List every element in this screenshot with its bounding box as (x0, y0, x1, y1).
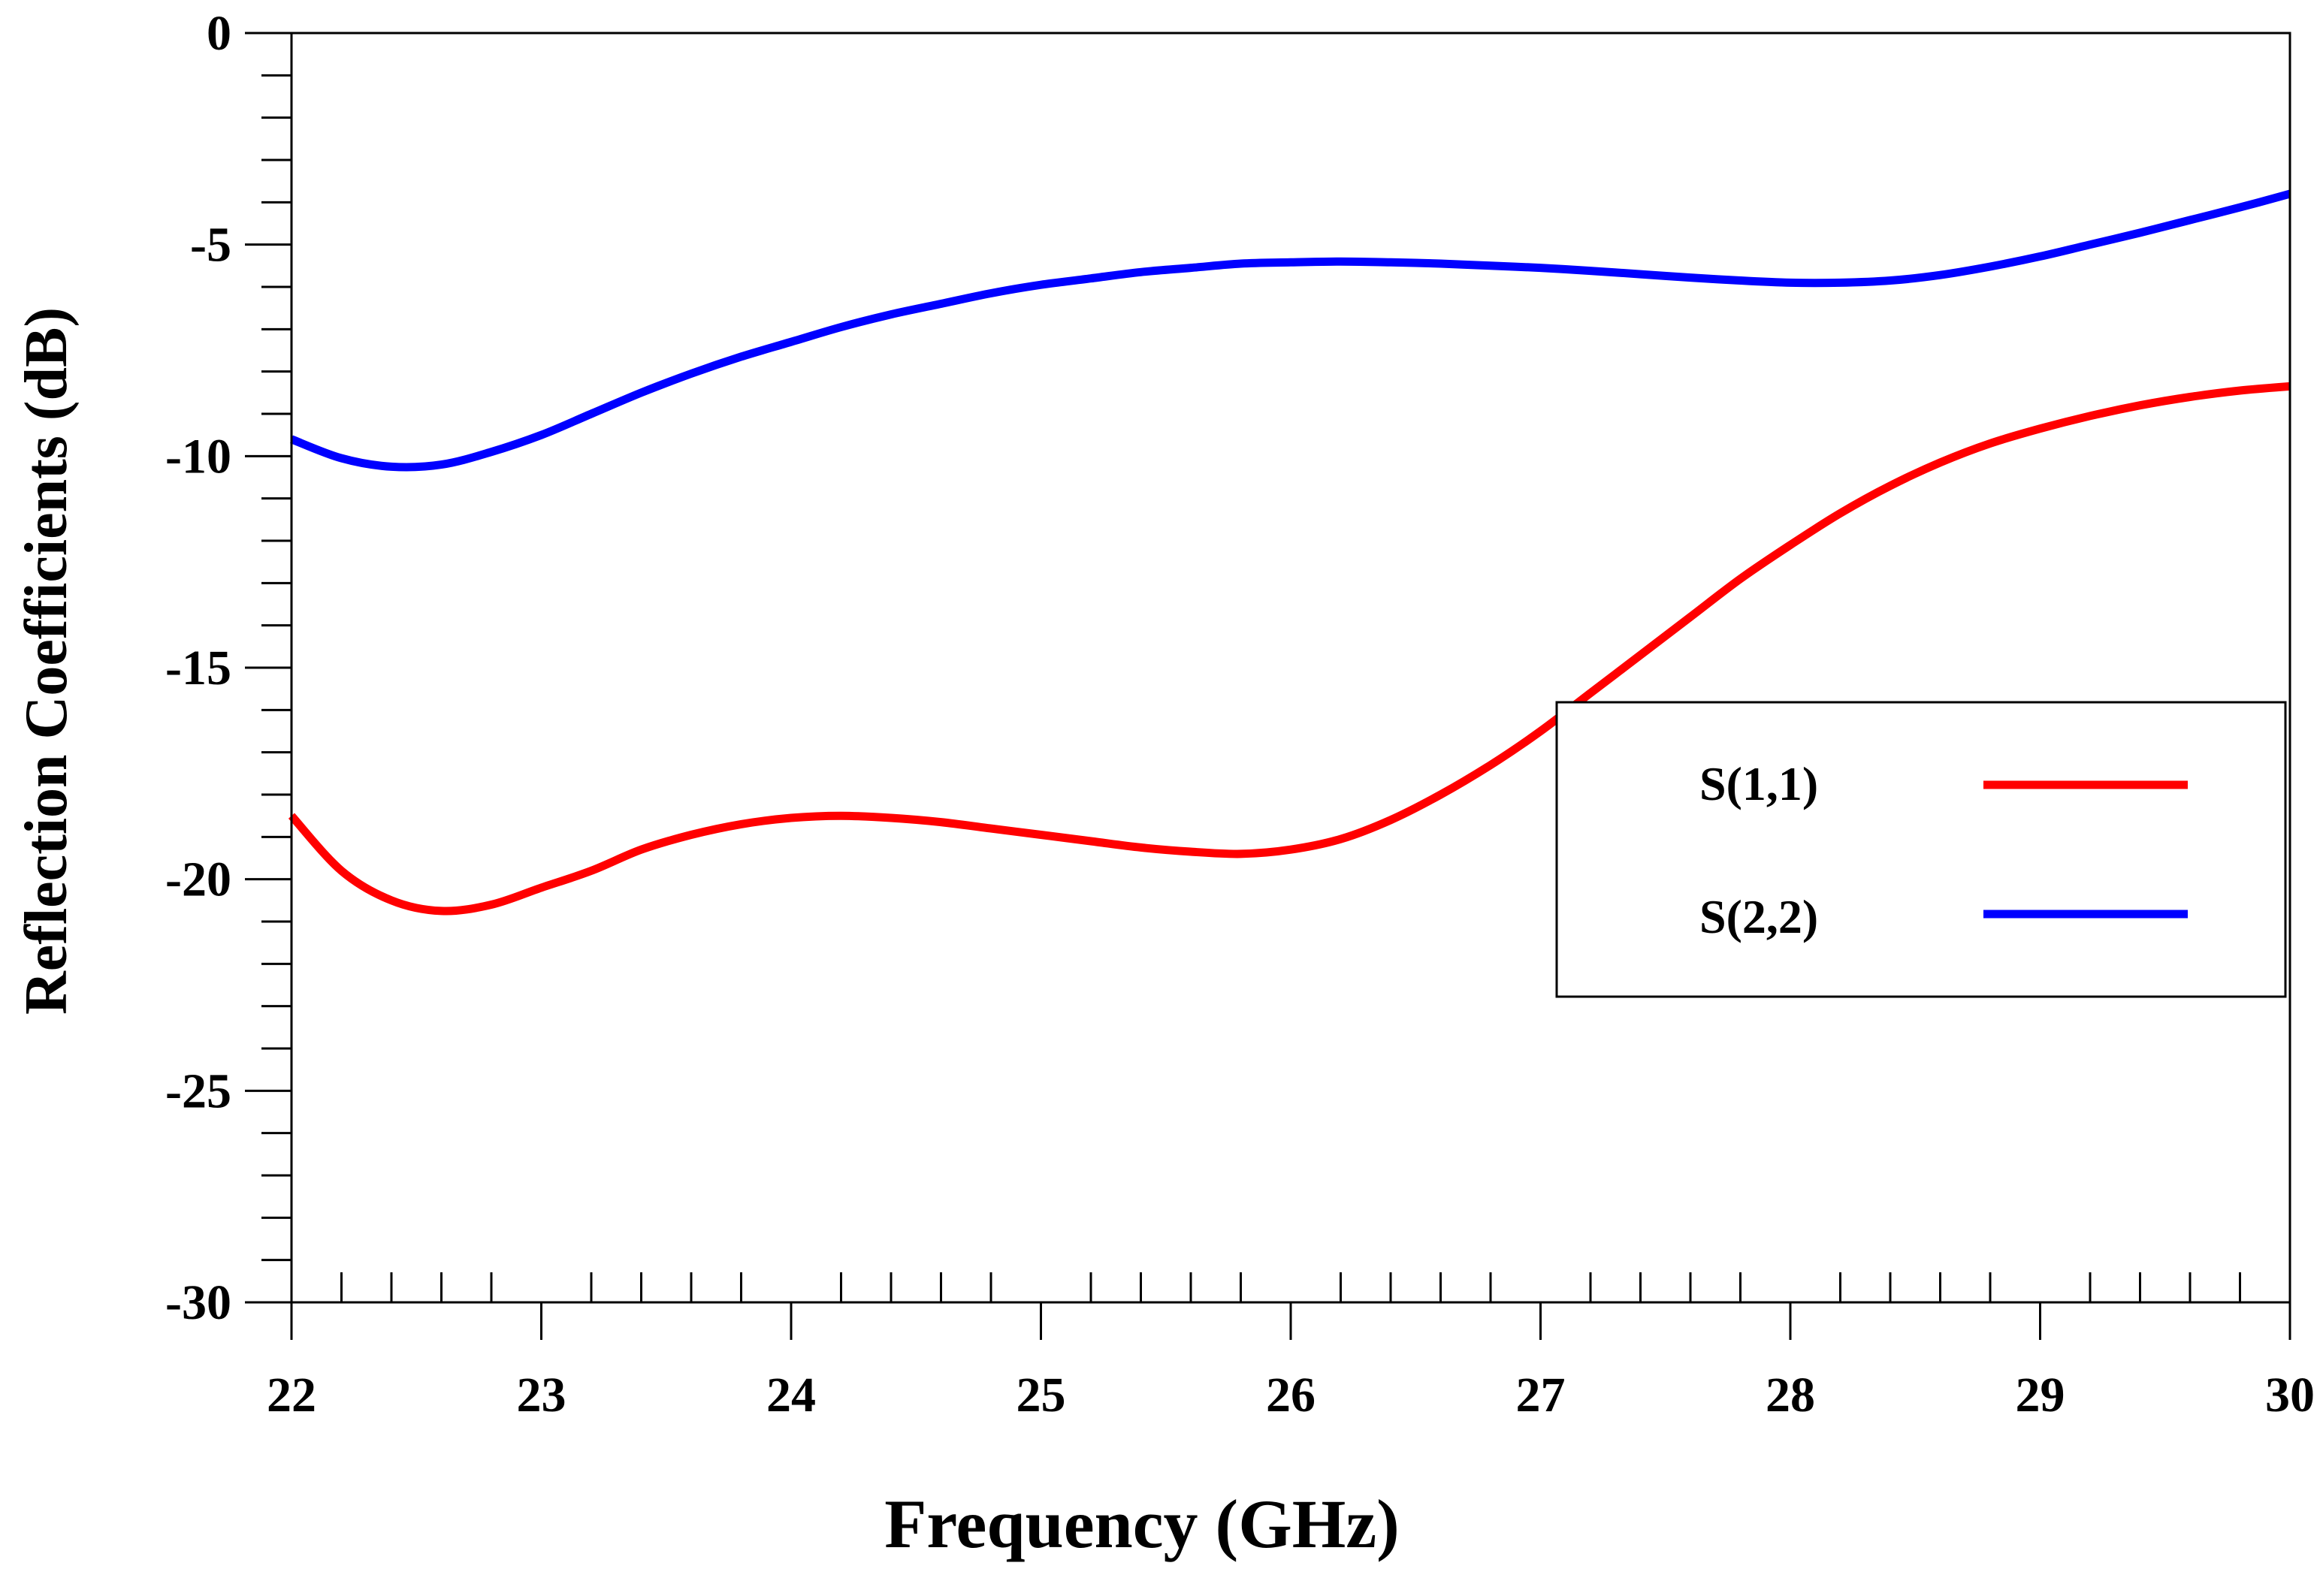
y-tick-label: -20 (165, 852, 231, 907)
y-tick-label: -25 (165, 1063, 231, 1118)
x-tick-label: 25 (1017, 1368, 1066, 1423)
y-tick-labels: 0 -5 -10 -15 -20 -25 -30 (165, 6, 231, 1330)
y-tick-label: -30 (165, 1275, 231, 1330)
series-lines (288, 189, 2291, 916)
legend-label-s22: S(2,2) (1699, 890, 1818, 943)
major-ticks (245, 32, 2291, 1340)
plot-frame (290, 32, 2291, 1304)
x-tick-label: 26 (1266, 1368, 1316, 1423)
x-tick-label: 22 (267, 1368, 316, 1423)
y-tick-label: -10 (165, 429, 231, 484)
x-tick-label: 28 (1766, 1368, 1815, 1423)
y-axis-title: Reflection Coefficients (dB) (14, 307, 80, 1015)
y-tick-label: -5 (190, 218, 231, 273)
series-line-s11 (288, 382, 2291, 916)
x-axis-title: Frequency (GHz) (884, 1486, 1400, 1562)
minor-ticks (261, 74, 2241, 1302)
x-tick-label: 29 (2016, 1368, 2065, 1423)
series-line-s22 (290, 189, 2291, 472)
legend-label-s11: S(1,1) (1699, 757, 1818, 810)
y-tick-label: -15 (165, 641, 231, 695)
x-tick-label: 30 (2265, 1368, 2315, 1423)
legend-box (1555, 701, 2287, 998)
legend: S(1,1) S(2,2) (1555, 701, 2287, 998)
x-tick-label: 27 (1516, 1368, 1566, 1423)
x-tick-label: 24 (766, 1368, 816, 1423)
x-tick-label: 23 (517, 1368, 566, 1423)
x-tick-labels: 22 23 24 25 26 27 28 29 30 (267, 1368, 2315, 1423)
y-tick-label: 0 (207, 6, 231, 61)
